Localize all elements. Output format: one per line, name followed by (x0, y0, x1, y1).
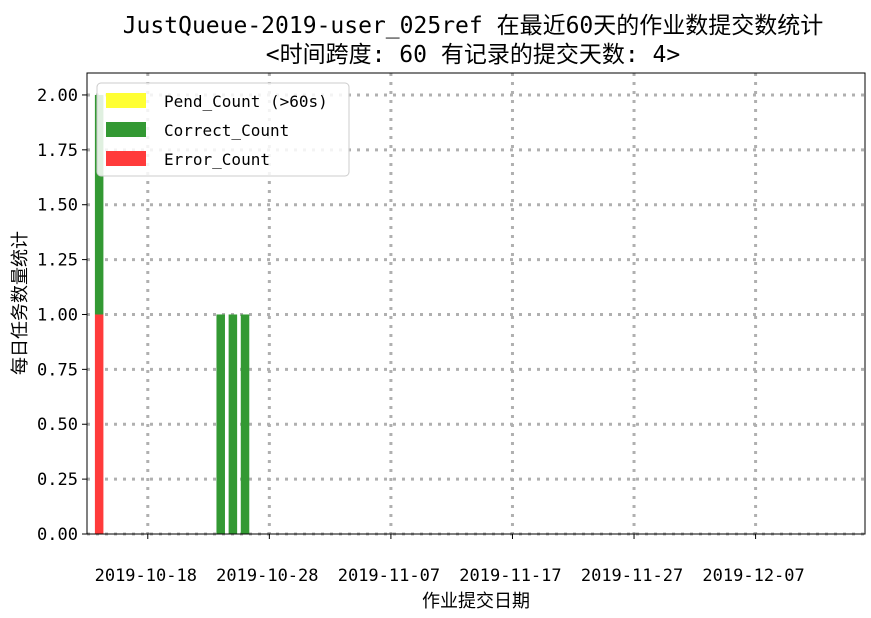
legend-swatch (106, 122, 146, 137)
x-tick-label: 2019-12-07 (702, 566, 804, 586)
legend-label: Pend_Count (>60s) (164, 92, 328, 111)
x-tick-label: 2019-11-07 (338, 566, 440, 586)
legend-label: Error_Count (164, 150, 270, 169)
y-axis-label: 每日任务数量统计 (10, 231, 31, 375)
x-axis-label: 作业提交日期 (422, 591, 530, 612)
x-tick-label: 2019-10-18 (95, 566, 197, 586)
y-tick-label: 1.00 (37, 305, 78, 325)
legend-label: Correct_Count (164, 121, 289, 140)
x-tick-label: 2019-10-28 (216, 566, 318, 586)
legend-swatch (106, 151, 146, 166)
x-tick-label: 2019-11-27 (581, 566, 683, 586)
y-tick-label: 0.25 (37, 470, 78, 490)
legend: Pend_Count (>60s) Correct_Count Error_Coun… (96, 82, 350, 177)
bar-correct-count (240, 314, 250, 534)
bar-correct-count (228, 314, 238, 534)
plot-frame (86, 72, 866, 535)
chart-title-line-1: JustQueue-2019-user_025ref 在最近60天的作业数提交数… (123, 13, 824, 39)
y-tick-label: 1.50 (37, 196, 78, 216)
legend-swatch (106, 93, 146, 108)
bars (94, 94, 250, 534)
bar-error-count (94, 314, 104, 534)
chart-title-line-2: <时间跨度: 60 有记录的提交天数: 4> (266, 42, 680, 68)
y-tick-label: 0.75 (37, 360, 78, 380)
y-tick-label: 0.00 (37, 525, 78, 545)
y-axis-ticks: 0.00 0.25 0.50 0.75 1.00 1.25 1.50 1.75 2.00 (37, 86, 87, 545)
x-axis-ticks: 2019-10-18 2019-10-28 2019-11-07 2019-11-17… (95, 534, 805, 586)
y-tick-label: 1.75 (37, 141, 78, 161)
y-tick-label: 0.50 (37, 415, 78, 435)
x-tick-label: 2019-11-17 (459, 566, 561, 586)
grid (87, 73, 865, 536)
y-tick-label: 2.00 (37, 86, 78, 106)
bar-correct-count (94, 94, 104, 315)
y-tick-label: 1.25 (37, 251, 78, 271)
bar-correct-count (216, 314, 225, 534)
legend-box (96, 82, 350, 177)
